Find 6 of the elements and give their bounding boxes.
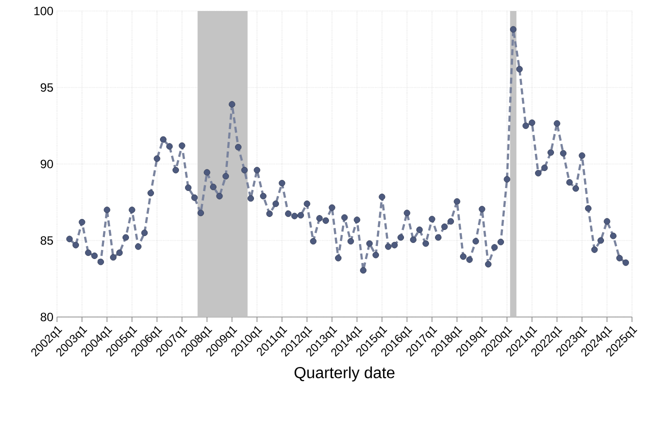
y-tick-label: 100: [34, 6, 54, 16]
y-tick-label: 95: [40, 83, 53, 92]
y-tick-label: 90: [40, 160, 54, 168]
y-tick-label: 85: [40, 236, 53, 245]
x-axis-title: Quarterly date: [294, 366, 394, 382]
y-tick-label: 80: [40, 312, 54, 322]
